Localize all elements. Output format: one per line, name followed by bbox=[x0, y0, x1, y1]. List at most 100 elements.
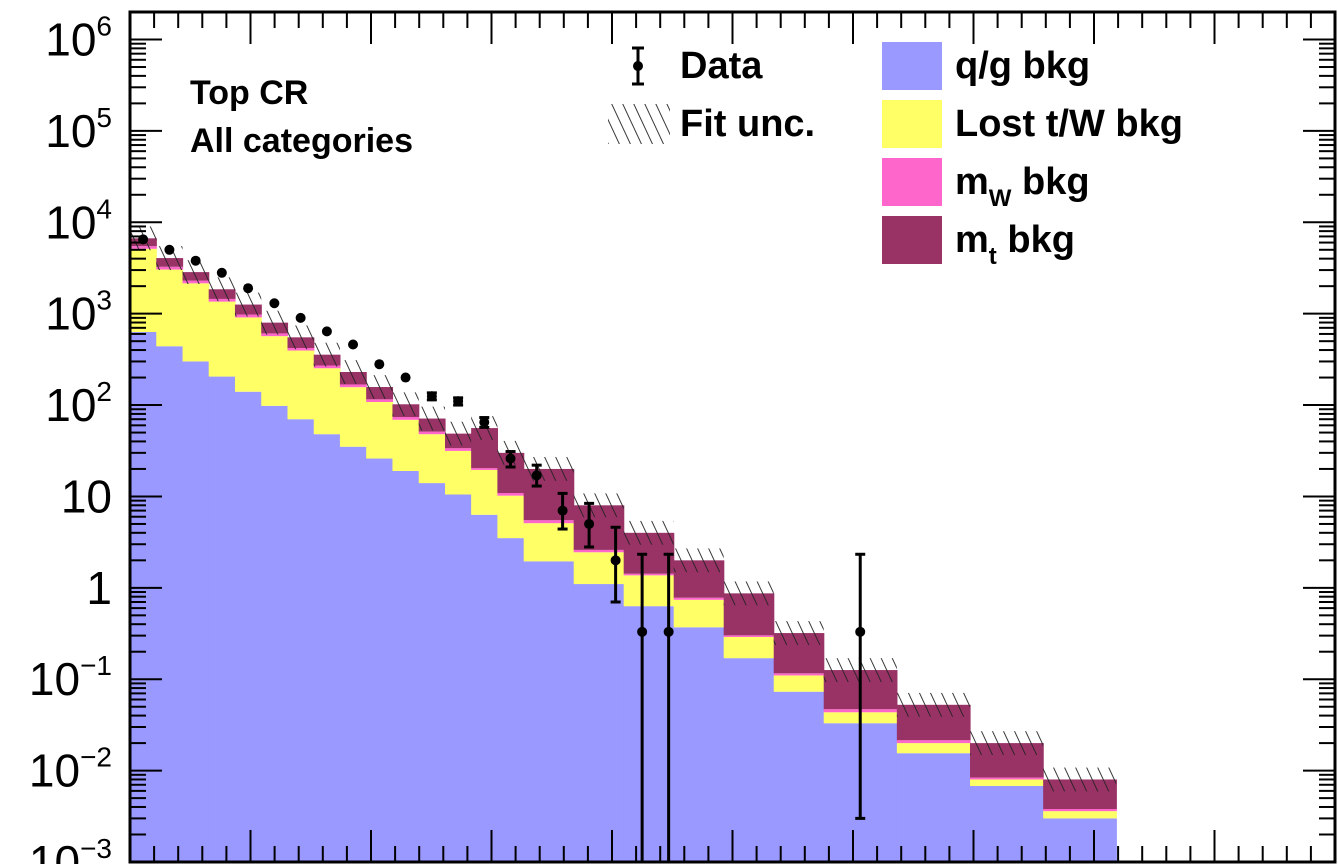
data-point-18 bbox=[610, 555, 621, 566]
bar-mw-bkg-bin-6 bbox=[287, 348, 315, 351]
bar-mw-bkg-bin-12 bbox=[444, 448, 472, 451]
y-tick-label-base: 10 bbox=[45, 105, 96, 157]
legend-mw-swatch bbox=[882, 158, 942, 206]
bar-mw-bkg-bin-20 bbox=[773, 673, 825, 676]
bar-lost-t-w-bkg-bin-24 bbox=[1043, 811, 1117, 819]
legend-mw-sub: W bbox=[989, 185, 1012, 212]
y-tick-label-exponent: 6 bbox=[96, 11, 112, 42]
y-tick-label: 105 bbox=[45, 102, 112, 157]
bar-lost-t-w-bkg-bin-17 bbox=[623, 575, 675, 607]
bar-mw-bkg-bin-7 bbox=[313, 365, 341, 369]
y-tick-label: 103 bbox=[45, 285, 112, 340]
bar-lost-t-w-bkg-bin-3 bbox=[208, 301, 236, 377]
legend-lost-swatch bbox=[882, 100, 942, 148]
data-point-4 bbox=[243, 283, 254, 294]
y-tick-label: 102 bbox=[45, 376, 112, 431]
fit-unc-band-bin-15 bbox=[523, 457, 574, 481]
bar-q-g-bkg-bin-3 bbox=[208, 376, 236, 862]
bar-lost-t-w-bkg-bin-12 bbox=[444, 450, 472, 495]
y-tick-label-exponent: 4 bbox=[96, 193, 112, 224]
fit-unc-band-bin-17 bbox=[623, 520, 674, 545]
bar-lost-t-w-bkg-bin-9 bbox=[366, 402, 394, 459]
legend-mt-rest: bkg bbox=[997, 219, 1075, 261]
bar-lost-t-w-bkg-bin-0 bbox=[130, 248, 157, 333]
legend-fit-unc-label: Fit unc. bbox=[680, 103, 815, 145]
bar-mw-bkg-bin-13 bbox=[471, 468, 499, 470]
bar-mw-bkg-bin-16 bbox=[573, 549, 625, 553]
bar-q-g-bkg-bin-13 bbox=[471, 514, 499, 862]
data-point-8 bbox=[348, 339, 359, 350]
y-tick-label-exponent: −3 bbox=[80, 833, 112, 864]
bar-lost-t-w-bkg-bin-14 bbox=[497, 495, 525, 539]
y-tick-label-exponent: 2 bbox=[96, 376, 112, 407]
legend-mw: mW bkg bbox=[882, 158, 1090, 212]
legend-mt: mt bkg bbox=[882, 216, 1075, 270]
data-point-9 bbox=[374, 359, 385, 370]
y-tick-label: 10−2 bbox=[29, 742, 112, 797]
fit-unc-band-bin-1 bbox=[156, 246, 183, 270]
bar-lost-t-w-bkg-bin-4 bbox=[234, 317, 262, 392]
bar-mw-bkg-bin-14 bbox=[497, 493, 525, 496]
bar-lost-t-w-bkg-bin-7 bbox=[313, 368, 341, 435]
bar-mw-bkg-bin-23 bbox=[970, 777, 1044, 780]
y-tick-label: 10 bbox=[61, 470, 112, 522]
bar-mw-bkg-bin-17 bbox=[623, 573, 675, 576]
bar-lost-t-w-bkg-bin-6 bbox=[287, 350, 315, 420]
fit-unc-band-bin-19 bbox=[723, 581, 774, 606]
fit-unc-band-bin-5 bbox=[261, 310, 288, 335]
y-tick-label-base: 10 bbox=[29, 836, 80, 864]
fit-unc-band-bin-11 bbox=[418, 406, 445, 431]
y-tick-label-base: 10 bbox=[29, 653, 80, 705]
data-point-13 bbox=[479, 417, 490, 428]
legend-lost: Lost t/W bkg bbox=[882, 100, 1183, 148]
annotation-region: Top CR bbox=[190, 74, 308, 112]
fit-unc-band-bin-2 bbox=[182, 260, 209, 285]
bar-q-g-bkg-bin-24 bbox=[1043, 818, 1117, 862]
y-tick-label-base: 10 bbox=[45, 379, 96, 431]
legend-mt-sub: t bbox=[989, 243, 997, 270]
data-point-12 bbox=[453, 396, 464, 407]
bar-q-g-bkg-bin-7 bbox=[313, 434, 341, 862]
legend-mw-rest: bkg bbox=[1011, 161, 1089, 203]
fit-unc-band-bin-22 bbox=[896, 692, 970, 717]
data-points bbox=[138, 234, 866, 864]
data-point-19 bbox=[637, 626, 648, 637]
bar-q-g-bkg-bin-4 bbox=[234, 391, 262, 862]
fit-unc-band-bin-6 bbox=[287, 325, 314, 350]
bar-q-g-bkg-bin-2 bbox=[182, 361, 210, 862]
bar-mw-bkg-bin-8 bbox=[339, 384, 367, 388]
data-point-21 bbox=[855, 626, 866, 637]
bar-lost-t-w-bkg-bin-13 bbox=[471, 469, 499, 515]
y-tick-label-base: 10 bbox=[61, 470, 112, 522]
bar-mw-bkg-bin-22 bbox=[896, 740, 971, 744]
legend-qg-label: q/g bkg bbox=[955, 45, 1090, 87]
y-tick-label: 10−3 bbox=[29, 833, 112, 864]
annotation: Top CR All categories bbox=[190, 74, 413, 160]
bar-mw-bkg-bin-19 bbox=[723, 635, 775, 637]
bar-mw-bkg-bin-11 bbox=[418, 431, 446, 435]
bar-q-g-bkg-bin-23 bbox=[970, 785, 1044, 862]
y-tick-label: 106 bbox=[45, 11, 112, 66]
bar-q-g-bkg-bin-19 bbox=[723, 658, 775, 862]
legend-mt-m: m bbox=[955, 219, 989, 261]
bar-lost-t-w-bkg-bin-8 bbox=[339, 387, 367, 447]
bar-lost-t-w-bkg-bin-23 bbox=[970, 779, 1044, 786]
data-point-3 bbox=[216, 267, 227, 278]
fit-unc-band-bin-18 bbox=[673, 548, 724, 573]
bar-lost-t-w-bkg-bin-18 bbox=[673, 599, 725, 628]
y-tick-label: 1 bbox=[86, 562, 112, 614]
legend-mt-swatch bbox=[882, 216, 942, 264]
y-tick-label: 10−1 bbox=[29, 650, 112, 705]
data-point-16 bbox=[557, 505, 568, 516]
fit-unc-band-bin-4 bbox=[234, 292, 262, 317]
bar-lost-t-w-bkg-bin-2 bbox=[182, 283, 210, 362]
bar-q-g-bkg-bin-10 bbox=[392, 470, 420, 862]
y-tick-label-base: 10 bbox=[29, 745, 80, 797]
bar-q-g-bkg-bin-5 bbox=[261, 405, 289, 862]
y-tick-label-base: 10 bbox=[45, 14, 96, 66]
data-point-5 bbox=[269, 298, 280, 309]
bar-lost-t-w-bkg-bin-1 bbox=[156, 269, 184, 347]
bar-q-g-bkg-bin-1 bbox=[156, 346, 184, 862]
legend-data-marker bbox=[633, 61, 643, 71]
y-tick-label-exponent: −1 bbox=[80, 650, 112, 681]
